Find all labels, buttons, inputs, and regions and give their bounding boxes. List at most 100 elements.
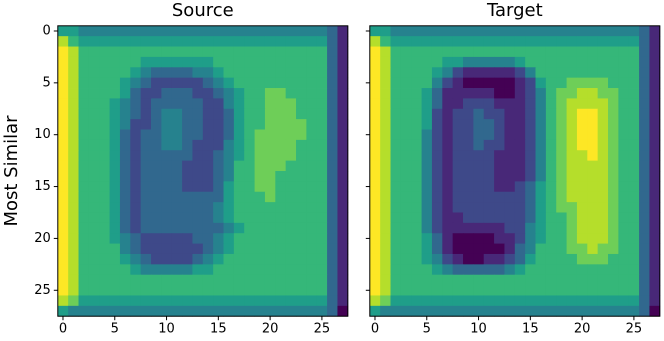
heatmap-cell bbox=[431, 295, 443, 307]
heatmap-cell bbox=[411, 160, 422, 172]
x-tick-label: 5 bbox=[111, 322, 119, 337]
heatmap-cell bbox=[639, 264, 650, 276]
heatmap-cell bbox=[161, 67, 173, 79]
heatmap-cell bbox=[296, 67, 307, 79]
heatmap-cell bbox=[380, 171, 391, 182]
heatmap-cell bbox=[233, 264, 245, 276]
heatmap-cell bbox=[264, 264, 276, 276]
heatmap-cell bbox=[223, 129, 235, 141]
heatmap-cell bbox=[545, 243, 557, 255]
heatmap-cell bbox=[264, 36, 276, 47]
heatmap-cell bbox=[400, 253, 412, 265]
heatmap-cell bbox=[597, 243, 609, 255]
heatmap-cell bbox=[244, 25, 255, 37]
heatmap-cell bbox=[316, 150, 328, 162]
heatmap-cell bbox=[587, 171, 599, 182]
heatmap-cell bbox=[566, 119, 578, 130]
heatmap-cell bbox=[130, 67, 142, 79]
heatmap-cell bbox=[390, 233, 402, 244]
heatmap-cell bbox=[275, 285, 287, 296]
heatmap-cell bbox=[140, 212, 152, 224]
heatmap-cell bbox=[233, 119, 245, 130]
heatmap-cell bbox=[390, 264, 402, 276]
heatmap-cell bbox=[525, 25, 536, 37]
heatmap-cell bbox=[316, 202, 328, 213]
heatmap-cell bbox=[316, 77, 328, 89]
heatmap-cell bbox=[337, 88, 349, 99]
heatmap-cell bbox=[130, 160, 142, 172]
heatmap-cell bbox=[285, 191, 297, 203]
heatmap-cell bbox=[400, 108, 412, 120]
heatmap-cell bbox=[494, 222, 505, 234]
heatmap-cell bbox=[576, 119, 588, 130]
heatmap-cell bbox=[327, 202, 338, 213]
heatmap-cell bbox=[421, 160, 433, 172]
heatmap-cell bbox=[628, 108, 640, 120]
heatmap-cell bbox=[161, 264, 173, 276]
heatmap-cell bbox=[535, 253, 547, 265]
heatmap-cell bbox=[57, 264, 69, 276]
heatmap-cell bbox=[202, 25, 214, 37]
heatmap-cell bbox=[556, 212, 567, 224]
heatmap-cell bbox=[618, 46, 630, 58]
heatmap-cell bbox=[316, 243, 328, 255]
heatmap-cell bbox=[213, 129, 224, 141]
heatmap-cell bbox=[608, 108, 619, 120]
heatmap-cell bbox=[182, 129, 193, 141]
heatmap-cell bbox=[566, 150, 578, 162]
heatmap-cell bbox=[327, 46, 338, 58]
heatmap-cell bbox=[411, 119, 422, 130]
heatmap-cell bbox=[130, 212, 142, 224]
heatmap-cell bbox=[421, 274, 433, 286]
heatmap-cell bbox=[130, 129, 142, 141]
heatmap-cell bbox=[504, 233, 516, 244]
heatmap-cell bbox=[171, 36, 183, 47]
heatmap-cell bbox=[182, 222, 193, 234]
heatmap-cell bbox=[285, 36, 297, 47]
heatmap-cell bbox=[316, 160, 328, 172]
heatmap-cell bbox=[390, 160, 402, 172]
heatmap-cell bbox=[285, 160, 297, 172]
heatmap-cell bbox=[628, 139, 640, 151]
heatmap-cell bbox=[566, 295, 578, 307]
heatmap-cell bbox=[130, 202, 142, 213]
heatmap-cell bbox=[233, 77, 245, 89]
heatmap-cell bbox=[494, 191, 505, 203]
heatmap-cell bbox=[130, 243, 142, 255]
heatmap-cell bbox=[296, 243, 307, 255]
heatmap-cell bbox=[57, 253, 69, 265]
heatmap-cell bbox=[525, 98, 536, 110]
heatmap-cell bbox=[556, 305, 567, 317]
heatmap-cell bbox=[494, 295, 505, 307]
heatmap-cell bbox=[151, 108, 162, 120]
heatmap-cell bbox=[566, 88, 578, 99]
heatmap-cell bbox=[608, 77, 619, 89]
heatmap-cell bbox=[213, 119, 224, 130]
heatmap-cell bbox=[380, 56, 391, 68]
heatmap-cell bbox=[369, 46, 381, 58]
heatmap-cell bbox=[78, 295, 90, 307]
heatmap-cell bbox=[587, 305, 599, 317]
heatmap-cell bbox=[400, 160, 412, 172]
heatmap-cell bbox=[421, 212, 433, 224]
heatmap-cell bbox=[316, 56, 328, 68]
heatmap-cell bbox=[296, 150, 307, 162]
heatmap-cell bbox=[535, 305, 547, 317]
heatmap-cell bbox=[442, 119, 454, 130]
heatmap-cell bbox=[337, 46, 349, 58]
heatmap-cell bbox=[202, 98, 214, 110]
heatmap-cell bbox=[514, 171, 526, 182]
heatmap-cell bbox=[608, 243, 619, 255]
heatmap-cell bbox=[244, 36, 255, 47]
heatmap-cell bbox=[78, 77, 90, 89]
heatmap-cell bbox=[556, 129, 567, 141]
heatmap-cell bbox=[576, 36, 588, 47]
heatmap-cell bbox=[119, 295, 131, 307]
heatmap-cell bbox=[369, 108, 381, 120]
heatmap-cell bbox=[192, 253, 204, 265]
heatmap-cell bbox=[431, 98, 443, 110]
heatmap-cell bbox=[556, 264, 567, 276]
heatmap-cell bbox=[639, 191, 650, 203]
heatmap-cell bbox=[452, 129, 464, 141]
heatmap-cell bbox=[639, 274, 650, 286]
